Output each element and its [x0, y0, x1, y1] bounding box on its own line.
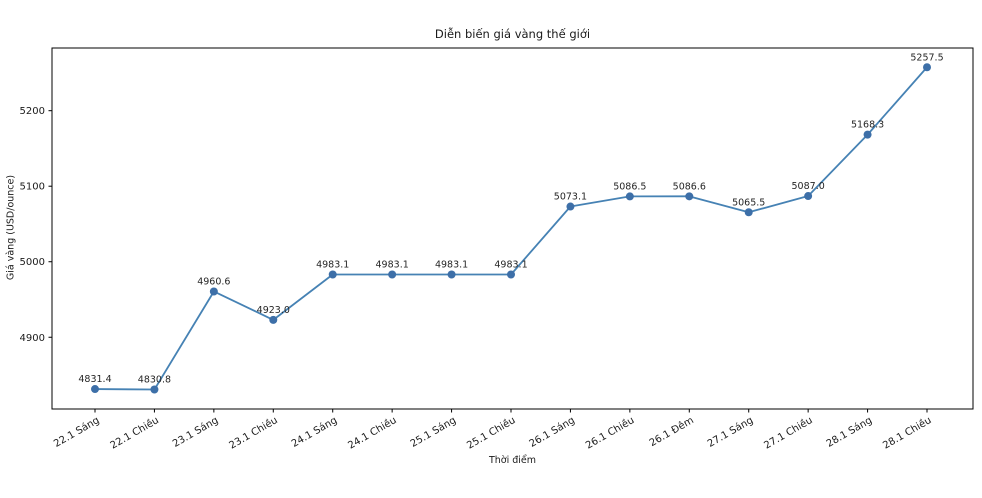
y-tick-label: 5100 — [20, 182, 45, 193]
data-point — [388, 270, 397, 279]
point-value-label: 4983.1 — [494, 259, 527, 270]
point-value-label: 5168.3 — [851, 120, 884, 131]
data-point — [804, 192, 813, 201]
x-axis-label: Thời điểm — [488, 455, 537, 466]
x-tick-label: 26.1 Chiều — [584, 414, 637, 451]
point-value-label: 5065.5 — [732, 197, 765, 208]
point-value-label: 4960.6 — [197, 276, 230, 287]
data-point — [566, 202, 575, 211]
data-line — [94, 66, 928, 391]
data-point — [328, 270, 337, 279]
x-tick-label: 25.1 Chiều — [465, 414, 518, 451]
x-tick-label: 22.1 Sáng — [52, 414, 102, 450]
data-point — [863, 130, 872, 139]
point-value-label: 4983.1 — [435, 259, 468, 270]
plot-border — [51, 47, 974, 410]
data-point — [91, 385, 99, 394]
x-tick-label: 28.1 Sáng — [824, 414, 874, 450]
point-value-label: 4830.8 — [138, 375, 171, 386]
y-tick-label: 4900 — [20, 333, 45, 344]
point-value-label: 4983.1 — [316, 259, 349, 270]
x-tick-label: 27.1 Chiều — [762, 414, 815, 451]
point-value-label: 5073.1 — [554, 192, 587, 203]
x-tick-label: 24.1 Chiều — [346, 414, 399, 451]
data-point — [150, 385, 159, 394]
x-tick-label: 25.1 Sáng — [408, 414, 458, 450]
point-value-label: 4983.1 — [376, 259, 409, 270]
point-value-label: 4831.4 — [78, 374, 111, 385]
y-tick-label: 5200 — [20, 106, 45, 117]
data-point — [269, 315, 278, 324]
chart-title: Diễn biến giá vàng thế giới — [434, 27, 591, 41]
data-point — [923, 63, 931, 72]
point-value-label: 5086.6 — [673, 181, 706, 192]
x-tick-label: 26.1 Sáng — [527, 414, 577, 450]
x-tick-label: 23.1 Sáng — [171, 414, 221, 450]
x-tick-label: 23.1 Chiều — [227, 414, 280, 451]
data-point — [447, 270, 456, 279]
y-tick-label: 5000 — [20, 257, 45, 268]
data-point — [744, 208, 753, 217]
point-value-label: 5086.5 — [613, 181, 646, 192]
x-tick-label: 28.1 Chiều — [881, 414, 934, 451]
point-value-label: 4923.0 — [257, 305, 290, 316]
data-point — [209, 287, 218, 296]
point-value-label: 5257.5 — [910, 52, 943, 63]
data-point — [685, 192, 694, 201]
x-tick-label: 26.1 Đêm — [647, 414, 696, 449]
x-tick-label: 27.1 Sáng — [705, 414, 755, 450]
data-point — [625, 192, 634, 201]
data-point — [507, 270, 515, 279]
x-tick-label: 22.1 Chiều — [108, 414, 161, 451]
x-tick-label: 24.1 Sáng — [289, 414, 339, 450]
point-value-label: 5087.0 — [792, 181, 825, 192]
